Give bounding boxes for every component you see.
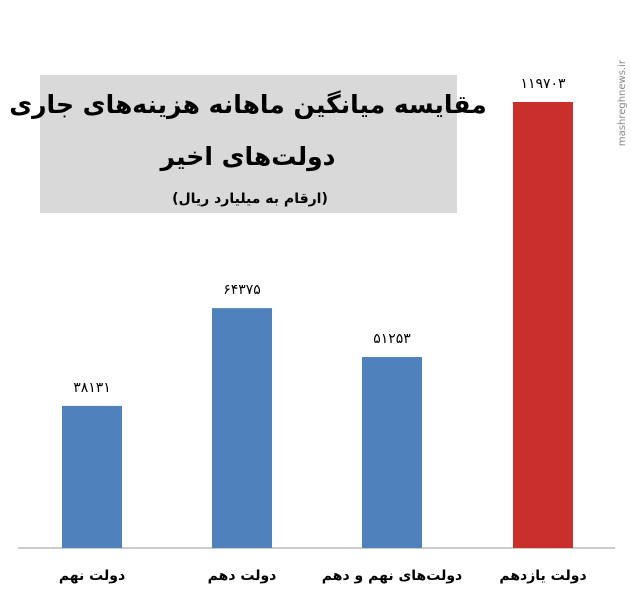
bar [513,102,573,548]
value-label: ۳۸۱۳۱ [73,380,111,396]
bar [62,405,122,548]
x-tick-label: دولت دهم [208,568,277,584]
value-label: ۶۴۳۷۵ [223,282,261,298]
value-label: ۵۱۲۵۳ [373,331,411,347]
x-tick-label: دولت نهم [59,568,125,584]
bar [362,357,422,548]
title-box [40,75,457,213]
chart-title: مقایسه میانگین ماهانه هزینه‌های جاری [9,90,486,120]
bar [212,308,272,548]
chart-subtitle: (ارقام به میلیارد ریال) [172,191,328,207]
x-tick-label: دولت یازدهم [499,568,586,584]
chart-title: دولت‌های اخیر [159,142,336,172]
x-tick-label: دولت‌های نهم و دهم [322,568,462,584]
value-label: ۱۱۹۷۰۳ [520,76,566,92]
watermark: mashreghnews.ir [617,59,628,146]
